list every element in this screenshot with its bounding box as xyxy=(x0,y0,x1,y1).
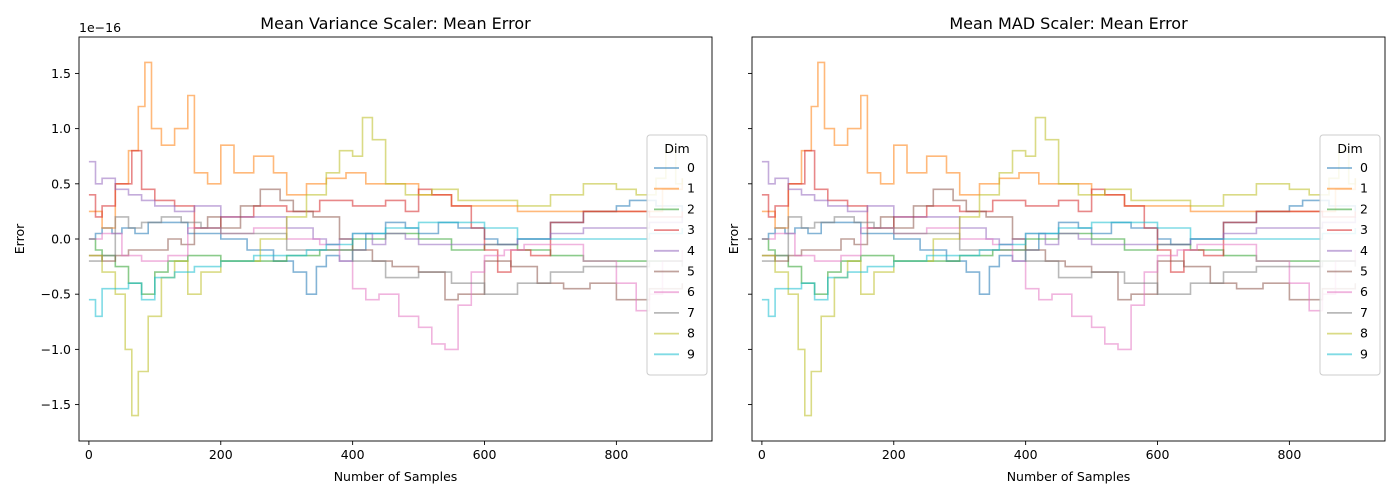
series-group xyxy=(88,61,684,417)
legend-entry-label: 7 xyxy=(687,305,695,320)
y-tick-label: 1.5 xyxy=(51,66,71,81)
x-tick-label: 600 xyxy=(1146,447,1170,462)
legend-entry-label: 3 xyxy=(1360,222,1368,237)
y-axis-label: Error xyxy=(726,223,741,254)
legend-entry-label: 2 xyxy=(1360,201,1368,216)
legend-entry-label: 0 xyxy=(687,160,695,175)
series-line-dim-9 xyxy=(88,221,684,318)
series-group xyxy=(761,61,1357,417)
legend-entry-label: 4 xyxy=(1360,243,1368,258)
legend-entry-label: 1 xyxy=(1360,181,1368,196)
y-tick-label: −1.0 xyxy=(41,342,71,357)
series-line-dim-1 xyxy=(761,61,1357,229)
series-line-dim-7 xyxy=(761,216,1357,295)
legend-entry-label: 8 xyxy=(1360,326,1368,341)
x-tick-label: 0 xyxy=(758,447,766,462)
y-tick-label: 1.0 xyxy=(51,121,71,136)
series-line-dim-7 xyxy=(88,216,684,295)
x-tick-label: 200 xyxy=(882,447,906,462)
y-tick-label: −1.5 xyxy=(41,397,71,412)
x-tick-label: 200 xyxy=(209,447,233,462)
y-tick-label: 0.5 xyxy=(51,176,71,191)
chart-title: Mean Variance Scaler: Mean Error xyxy=(260,14,531,33)
x-tick-label: 0 xyxy=(85,447,93,462)
legend-box xyxy=(646,134,708,376)
chart-panel-right: 0 200 400 600 800 Mean MAD Scaler: Mean Error… xyxy=(726,14,1386,484)
x-tick-label: 400 xyxy=(1014,447,1038,462)
y-axis-label: Error xyxy=(12,223,27,254)
series-line-dim-6 xyxy=(88,227,684,351)
series-line-dim-1 xyxy=(88,61,684,229)
legend-entry-label: 2 xyxy=(687,201,695,216)
series-line-dim-9 xyxy=(761,221,1357,318)
legend-entry-label: 8 xyxy=(687,326,695,341)
x-tick-label: 400 xyxy=(341,447,365,462)
x-axis-label: Number of Samples xyxy=(334,469,458,484)
legend-title: Dim xyxy=(664,141,689,156)
x-tick-label: 800 xyxy=(1277,447,1301,462)
legend-entry-label: 6 xyxy=(687,284,695,299)
legend-entry-label: 6 xyxy=(1360,284,1368,299)
x-tick-label: 800 xyxy=(604,447,628,462)
y-tick-label: −0.5 xyxy=(41,287,71,302)
legend-entry-label: 5 xyxy=(1360,264,1368,279)
series-line-dim-8 xyxy=(761,116,1357,417)
legend-entry-label: 3 xyxy=(687,222,695,237)
legend-entry-label: 9 xyxy=(687,346,695,361)
series-line-dim-8 xyxy=(88,116,684,417)
legend-entry-label: 1 xyxy=(687,181,695,196)
x-axis-label: Number of Samples xyxy=(1007,469,1131,484)
series-line-dim-6 xyxy=(761,227,1357,351)
legend-entry-label: 5 xyxy=(687,264,695,279)
legend-entry-label: 0 xyxy=(1360,160,1368,175)
chart-panel-left: 0 200 400 600 800 −1.5 −1.0 −0.5 0.0 0.5 1.0 1.5 Mea… xyxy=(12,14,713,484)
y-offset-label: 1e−16 xyxy=(79,20,121,35)
series-line-dim-3 xyxy=(88,149,684,273)
legend-entry-label: 7 xyxy=(1360,305,1368,320)
series-line-dim-3 xyxy=(761,149,1357,273)
legend-box xyxy=(1319,134,1381,376)
legend-entry-label: 4 xyxy=(687,243,695,258)
x-tick-label: 600 xyxy=(473,447,497,462)
chart-title: Mean MAD Scaler: Mean Error xyxy=(949,14,1188,33)
y-tick-label: 0.0 xyxy=(51,232,71,247)
legend-entry-label: 9 xyxy=(1360,346,1368,361)
legend-title: Dim xyxy=(1337,141,1362,156)
